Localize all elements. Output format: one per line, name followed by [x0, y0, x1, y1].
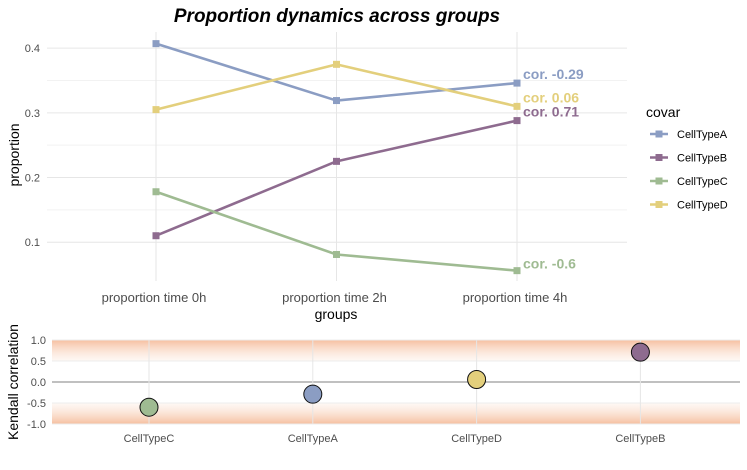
x-tick-labels: CellTypeC CellTypeA CellTypeD CellTypeB	[124, 433, 666, 445]
y-tick-label: 0.0	[31, 377, 46, 389]
y-axis-title: Kendall correlation	[5, 324, 21, 440]
legend-label: CellTypeB	[677, 153, 727, 165]
correlation-chart: -1.0-0.50.00.51.0 CellTypeC CellTypeA Cell…	[5, 324, 740, 445]
correlation-point	[630, 342, 650, 362]
correlation-point	[467, 369, 487, 389]
x-axis-title: groups	[315, 306, 358, 322]
legend-swatch-marker	[655, 130, 663, 138]
grid	[52, 339, 740, 425]
data-point	[333, 157, 340, 165]
y-tick-label: 0.1	[25, 237, 40, 249]
y-tick-label: 0.2	[25, 173, 40, 185]
x-tick-label: proportion time 4h	[463, 290, 568, 305]
y-tick-labels: 0.1 0.2 0.3 0.4	[25, 43, 40, 249]
series-CellTypeB	[152, 117, 521, 240]
correlation-label: cor. -0.29	[523, 66, 584, 82]
legend-swatch-marker	[655, 154, 663, 161]
band-high	[52, 340, 740, 361]
data-point	[333, 60, 340, 68]
grid	[47, 32, 627, 281]
data-point	[513, 102, 521, 110]
x-tick-label: CellTypeB	[615, 433, 665, 445]
x-tick-label: CellTypeD	[451, 433, 502, 445]
data-point	[333, 97, 340, 105]
points	[139, 342, 650, 417]
data-point	[333, 250, 340, 258]
legend-item-CellTypeA: CellTypeA	[650, 129, 728, 141]
y-tick-labels: -1.0 -0.5 0.0 0.5 1.0	[27, 335, 46, 431]
legend-label: CellTypeA	[677, 129, 728, 141]
y-tick-label: 1.0	[31, 335, 46, 347]
data-point	[513, 117, 521, 125]
y-tick-label: 0.3	[25, 108, 40, 120]
correlation-labels: cor. -0.29 cor. 0.71 cor. -0.6 cor. 0.06	[523, 66, 584, 272]
line-chart: Proportion dynamics across groups 0.1 0.2…	[6, 6, 728, 322]
series-group	[152, 40, 521, 275]
legend-item-CellTypeB: CellTypeB	[650, 153, 727, 165]
y-tick-label: 0.4	[25, 43, 40, 55]
data-point	[513, 267, 521, 275]
data-point	[152, 188, 160, 196]
legend-label: CellTypeD	[677, 200, 728, 212]
legend-item-CellTypeC: CellTypeC	[650, 176, 728, 188]
y-tick-label: -1.0	[27, 419, 46, 431]
x-tick-label: CellTypeC	[124, 433, 175, 445]
x-tick-label: CellTypeA	[288, 433, 339, 445]
correlation-label: cor. -0.6	[523, 256, 576, 272]
correlation-point	[303, 384, 323, 404]
legend-swatch-marker	[655, 201, 663, 208]
data-point	[152, 232, 160, 240]
band-low	[52, 403, 740, 424]
legend-label: CellTypeC	[677, 176, 728, 188]
correlation-label: cor. 0.06	[523, 89, 579, 105]
correlation-label: cor. 0.71	[523, 104, 579, 120]
legend-item-CellTypeD: CellTypeD	[650, 200, 728, 212]
legend-title: covar	[646, 104, 681, 120]
data-point	[152, 40, 160, 48]
chart-title: Proportion dynamics across groups	[174, 6, 500, 27]
series-CellTypeA	[152, 40, 521, 105]
series-CellTypeD	[152, 60, 521, 114]
legend-swatch-marker	[655, 177, 663, 185]
x-tick-label: proportion time 2h	[282, 290, 387, 305]
legend: covar CellTypeA CellTypeB CellTypeC CellTyp…	[646, 104, 728, 212]
x-tick-label: proportion time 0h	[102, 290, 207, 305]
correlation-bands	[52, 340, 740, 424]
y-tick-label: -0.5	[27, 398, 46, 410]
y-axis-title: proportion	[6, 123, 22, 186]
y-tick-label: 0.5	[31, 356, 46, 368]
x-tick-labels: proportion time 0h proportion time 2h prop…	[102, 290, 568, 305]
series-CellTypeC	[152, 188, 521, 275]
correlation-point	[139, 397, 159, 417]
data-point	[513, 79, 521, 87]
data-point	[152, 106, 160, 114]
